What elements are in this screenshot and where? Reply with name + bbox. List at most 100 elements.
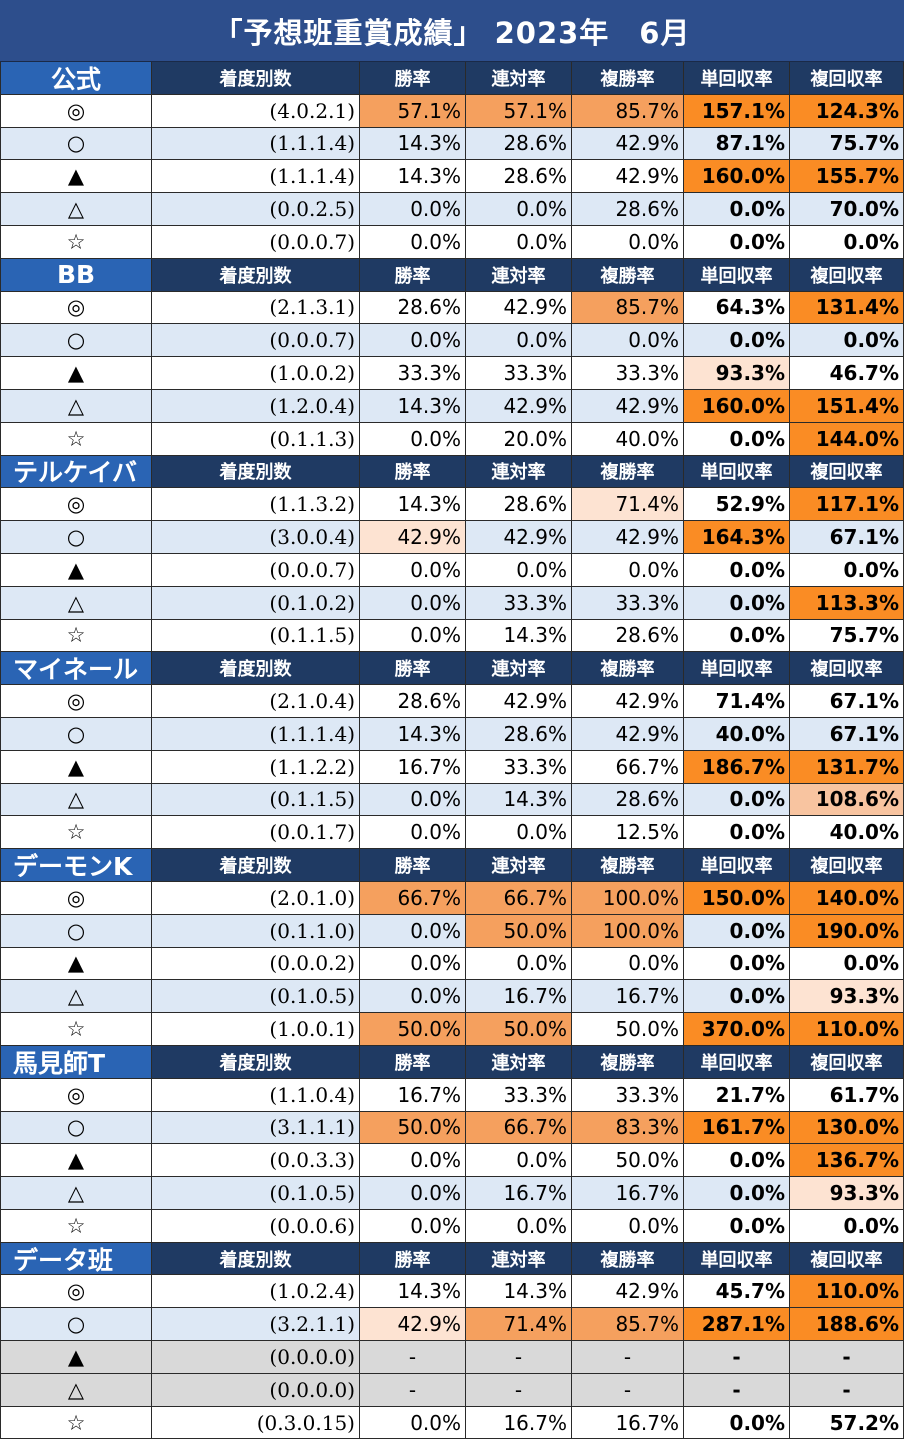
cell-win: 42.9% [360,521,466,554]
column-header: 連対率 [466,1045,572,1079]
prediction-mark: △ [0,586,152,620]
cell-win: 0.0% [360,619,466,653]
table-row: ◎ (4.0.2.1) 57.1% 57.1% 85.7% 157.1% 124.3% [0,94,904,128]
cell-win: 0.0% [360,324,466,358]
cell-roi-place: 117.1% [790,488,904,522]
cell-roi-win: 45.7% [684,1275,790,1309]
prediction-mark: △ [0,1373,152,1407]
cell-roi-place: 61.7% [790,1078,904,1112]
cell-place3: 83.3% [572,1111,684,1145]
table-row: ☆ (0.0.0.7) 0.0% 0.0% 0.0% 0.0% 0.0% [0,225,904,259]
cell-win: 66.7% [360,881,466,915]
cell-roi-place: 140.0% [790,881,904,915]
cell-record: (1.1.1.4) [152,160,360,194]
cell-place2: 0.0% [466,1144,572,1178]
cell-place2: 16.7% [466,1406,572,1440]
cell-place2: 0.0% [466,324,572,358]
table-row: ▲ (1.1.2.2) 16.7% 33.3% 66.7% 186.7% 131.7% [0,750,904,784]
cell-record: (0.1.1.3) [152,422,360,456]
cell-roi-place: 190.0% [790,914,904,948]
table-row: ▲ (0.0.0.2) 0.0% 0.0% 0.0% 0.0% 0.0% [0,947,904,981]
cell-place2: 66.7% [466,881,572,915]
cell-place3: 50.0% [572,1144,684,1178]
table-row: ▲ (1.1.1.4) 14.3% 28.6% 42.9% 160.0% 155.7% [0,160,904,194]
group-header: BB 着度別数 勝率 連対率 複勝率 単回収率 複回収率 [0,258,904,292]
cell-place3: 66.7% [572,750,684,784]
cell-place3: 0.0% [572,225,684,259]
cell-place3: - [572,1373,684,1407]
cell-win: 0.0% [360,816,466,850]
column-header: 複回収率 [790,652,904,686]
table-row: ☆ (0.0.1.7) 0.0% 0.0% 12.5% 0.0% 40.0% [0,816,904,850]
cell-roi-win: 160.0% [684,160,790,194]
column-header: 単回収率 [684,1242,790,1276]
cell-record: (1.0.0.2) [152,357,360,390]
cell-roi-win: 370.0% [684,1013,790,1046]
column-header: 複回収率 [790,455,904,489]
cell-place3: 85.7% [572,94,684,128]
table-row: ◎ (1.0.2.4) 14.3% 14.3% 42.9% 45.7% 110.0% [0,1275,904,1309]
prediction-mark: ☆ [0,1013,152,1046]
cell-record: (0.0.3.3) [152,1144,360,1178]
cell-roi-win: 186.7% [684,750,790,784]
cell-win: 14.3% [360,717,466,751]
group-header: 公式 着度別数 勝率 連対率 複勝率 単回収率 複回収率 [0,62,904,95]
prediction-mark: △ [0,980,152,1014]
column-header: 単回収率 [684,1045,790,1079]
table-row: ▲ (0.0.0.0) - - - - - [0,1341,904,1374]
cell-place3: 28.6% [572,193,684,226]
cell-place3: 40.0% [572,422,684,456]
cell-record: (2.1.3.1) [152,291,360,325]
cell-roi-place: 110.0% [790,1013,904,1046]
prediction-mark: ◎ [0,94,152,128]
cell-record: (4.0.2.1) [152,94,360,128]
cell-place2: 33.3% [466,750,572,784]
column-header: 着度別数 [152,1045,360,1079]
prediction-mark: △ [0,783,152,817]
cell-place3: 42.9% [572,685,684,718]
cell-record: (1.1.3.2) [152,488,360,522]
cell-roi-win: 0.0% [684,586,790,620]
prediction-mark: ◎ [0,685,152,718]
cell-roi-win: 64.3% [684,291,790,325]
column-header: 複勝率 [572,455,684,489]
column-header: 単回収率 [684,849,790,882]
cell-roi-place: 67.1% [790,717,904,751]
cell-roi-win: - [684,1341,790,1374]
group-header: テルケイバ 着度別数 勝率 連対率 複勝率 単回収率 複回収率 [0,455,904,489]
cell-record: (0.0.0.6) [152,1209,360,1243]
cell-record: (0.1.0.2) [152,586,360,620]
cell-place2: 66.7% [466,1111,572,1145]
cell-place3: 71.4% [572,488,684,522]
cell-roi-place: 130.0% [790,1111,904,1145]
cell-place3: 12.5% [572,816,684,850]
prediction-mark: ◎ [0,291,152,325]
cell-roi-place: 136.7% [790,1144,904,1178]
cell-roi-place: 67.1% [790,685,904,718]
cell-record: (1.2.0.4) [152,389,360,423]
cell-roi-win: 0.0% [684,980,790,1014]
cell-place3: 42.9% [572,717,684,751]
cell-place3: 42.9% [572,160,684,194]
table-row: ○ (3.1.1.1) 50.0% 66.7% 83.3% 161.7% 130.0% [0,1111,904,1145]
prediction-mark: ○ [0,717,152,751]
cell-roi-place: 57.2% [790,1406,904,1440]
cell-win: 0.0% [360,783,466,817]
cell-roi-place: - [790,1341,904,1374]
cell-place2: 28.6% [466,488,572,522]
cell-place3: 33.3% [572,357,684,390]
cell-roi-win: 0.0% [684,193,790,226]
column-header: 連対率 [466,652,572,686]
column-header: 勝率 [360,258,466,292]
cell-roi-win: 0.0% [684,783,790,817]
prediction-mark: ○ [0,521,152,554]
column-header: 複勝率 [572,258,684,292]
cell-win: 0.0% [360,947,466,981]
prediction-mark: ☆ [0,816,152,850]
cell-win: 42.9% [360,1308,466,1342]
cell-roi-win: 0.0% [684,1144,790,1178]
group-name: BB [0,258,152,292]
column-header: 勝率 [360,62,466,95]
cell-roi-win: 0.0% [684,324,790,358]
cell-record: (1.1.2.2) [152,750,360,784]
